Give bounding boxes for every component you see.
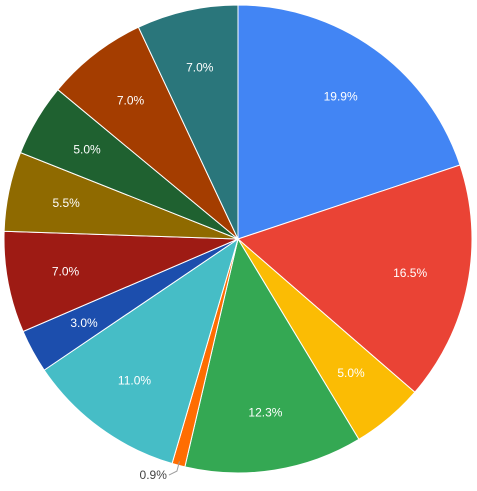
pie-slice-label: 11.0%	[118, 374, 151, 388]
pie-slice	[184, 237, 360, 474]
pie-slice-label: 12.3%	[248, 405, 282, 419]
pie-slice-label: 0.9%	[140, 468, 168, 482]
pie-slices	[3, 4, 473, 474]
pie-slice-label: 5.0%	[73, 143, 101, 157]
pie-slice-label: 19.9%	[324, 90, 358, 104]
pie-slice	[137, 4, 239, 240]
pie-slice-label: 7.0%	[52, 265, 80, 279]
pie-slice-label: 7.0%	[117, 93, 145, 107]
pie-slice	[57, 26, 239, 240]
pie-slice-label: 7.0%	[186, 61, 214, 75]
pie-slice-label: 16.5%	[393, 266, 427, 280]
pie-slice	[237, 4, 461, 240]
pie-labels: 19.9% 16.5% 5.0% 12.3% 0.9% 11.0% 3.0% 7.0% 5.5%…	[52, 61, 428, 482]
pie-slice	[3, 230, 239, 333]
pie-slice-label: 5.5%	[53, 196, 81, 210]
pie-slice	[43, 237, 239, 465]
pie-leader-line	[168, 461, 180, 476]
pie-slice	[237, 164, 473, 393]
pie-slice-label: 3.0%	[70, 316, 98, 330]
pie-slice-label: 5.0%	[337, 366, 365, 380]
